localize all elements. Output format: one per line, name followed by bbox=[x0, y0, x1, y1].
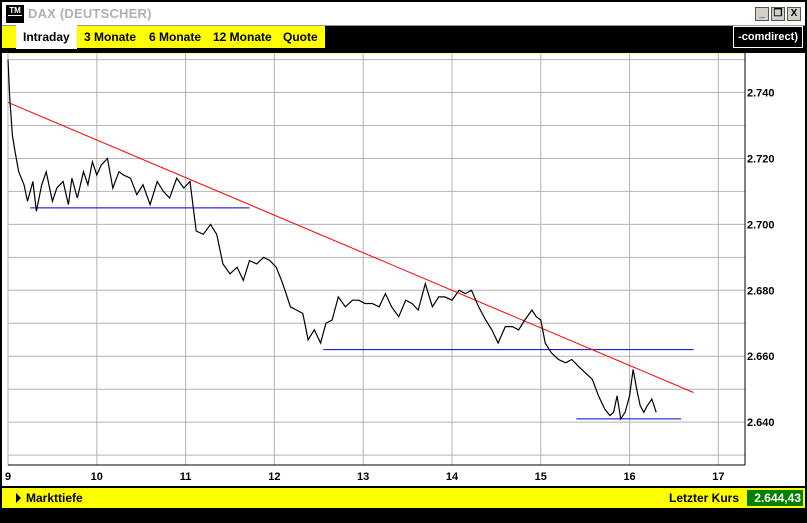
last-price-value: 2.644,43 bbox=[747, 490, 803, 506]
y-tick-label: 2.680 bbox=[747, 285, 775, 297]
footer-bar: Markttiefe Letzter Kurs 2.644,43 bbox=[2, 488, 805, 508]
chart-area: 9 10 11 12 13 14 15 16 17 2.640 2.660 2.680 2.700 2.7… bbox=[2, 53, 805, 486]
tab-bar-marker bbox=[2, 26, 16, 48]
tab-6-monate[interactable]: 6 Monate bbox=[142, 26, 209, 48]
x-tick-label: 17 bbox=[712, 471, 724, 483]
restore-button[interactable]: ❐ bbox=[771, 7, 785, 21]
x-tick-label: 16 bbox=[623, 471, 635, 483]
close-button[interactable]: X bbox=[787, 7, 801, 21]
x-tick-label: 9 bbox=[5, 471, 11, 483]
x-tick-label: 14 bbox=[446, 471, 459, 483]
tab-3-monate[interactable]: 3 Monate bbox=[77, 26, 144, 48]
tab-quote[interactable]: Quote bbox=[276, 26, 325, 48]
last-price-label: Letzter Kurs bbox=[668, 491, 739, 505]
tab-12-monate[interactable]: 12 Monate bbox=[206, 26, 279, 48]
y-tick-label: 2.640 bbox=[747, 417, 775, 429]
trend-line bbox=[7, 101, 694, 393]
expand-arrow-icon[interactable] bbox=[16, 493, 21, 503]
markttiefe-link[interactable]: Markttiefe bbox=[26, 491, 83, 505]
y-tick-label: 2.720 bbox=[747, 153, 775, 165]
price-series-line bbox=[7, 59, 657, 421]
tab-intraday[interactable]: Intraday bbox=[16, 25, 77, 49]
tm-logo-icon: TM bbox=[6, 5, 24, 23]
minimize-button[interactable]: _ bbox=[755, 7, 769, 21]
tab-bar: Intraday 3 Monate 6 Monate 12 Monate Quo… bbox=[2, 25, 805, 52]
y-tick-label: 2.660 bbox=[747, 351, 775, 363]
y-tick-label: 2.700 bbox=[747, 219, 775, 231]
x-tick-label: 15 bbox=[535, 471, 547, 483]
x-tick-label: 13 bbox=[357, 471, 369, 483]
comdirect-logo: -comdirect) bbox=[733, 26, 803, 48]
title-bar[interactable]: TM DAX (DEUTSCHER) _ ❐ X bbox=[2, 2, 805, 26]
x-tick-label: 10 bbox=[91, 471, 103, 483]
x-tick-label: 12 bbox=[268, 471, 280, 483]
y-tick-label: 2.740 bbox=[747, 88, 775, 100]
window-title: DAX (DEUTSCHER) bbox=[28, 6, 152, 21]
x-tick-label: 11 bbox=[180, 471, 192, 483]
price-chart: 9 10 11 12 13 14 15 16 17 2.640 2.660 2.680 2.700 2.7… bbox=[5, 53, 775, 483]
